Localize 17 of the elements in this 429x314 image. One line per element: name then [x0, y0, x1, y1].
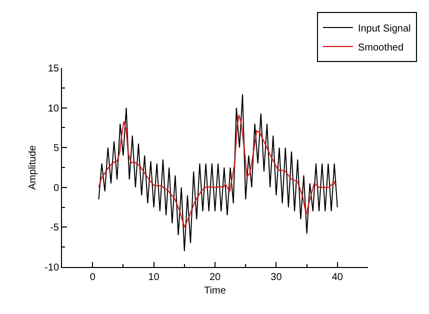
line-series — [98, 94, 338, 252]
y-tick-label: 10 — [48, 103, 60, 114]
y-tick-label: 15 — [48, 64, 60, 74]
y-tick-label: -10 — [44, 262, 60, 274]
y-axis-title: Amplitude — [28, 144, 39, 190]
x-tick-label: 20 — [209, 272, 221, 283]
legend-label: Input Signal — [358, 23, 411, 34]
x-axis-title: Time — [204, 286, 226, 296]
x-tick-label: 0 — [90, 272, 96, 283]
legend-label: Smoothed — [358, 42, 404, 54]
y-tick-label: 5 — [53, 143, 60, 154]
x-tick-label: 40 — [332, 272, 344, 283]
x-tick-label: 10 — [148, 272, 160, 283]
line-series — [98, 114, 336, 228]
x-tick-label: 30 — [270, 272, 282, 283]
y-tick-label: -5 — [50, 222, 60, 234]
y-tick-label: 0 — [53, 182, 60, 194]
